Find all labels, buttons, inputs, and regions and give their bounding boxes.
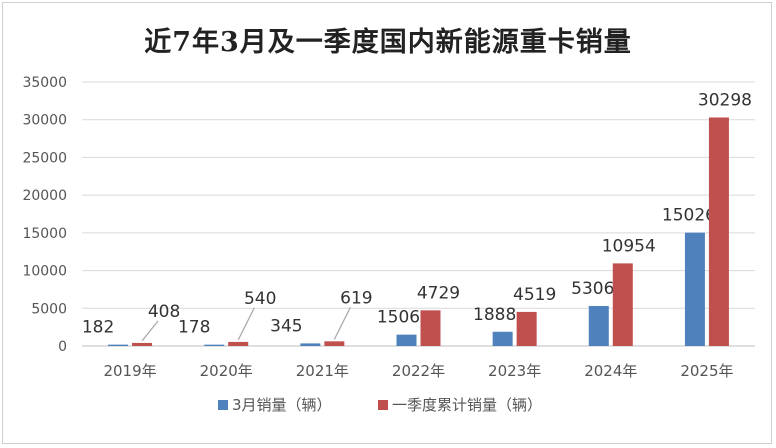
data-label: 1506 bbox=[377, 308, 420, 328]
bar-q1-2019年 bbox=[132, 342, 153, 346]
chart-title: 近7年3月及一季度国内新能源重卡销量 bbox=[144, 27, 632, 58]
data-label: 5306 bbox=[571, 279, 614, 299]
bar-q1-2020年 bbox=[228, 341, 249, 346]
data-label: 10954 bbox=[602, 236, 656, 256]
legend-swatch bbox=[218, 400, 228, 410]
bar-march-2022年 bbox=[396, 334, 417, 346]
bar-march-2023年 bbox=[492, 331, 513, 346]
bar-march-2020年 bbox=[204, 344, 225, 346]
y-tick-label: 5000 bbox=[31, 301, 67, 317]
y-tick-label: 0 bbox=[58, 339, 67, 355]
bar-q1-2025年 bbox=[708, 117, 729, 346]
bar-march-2021年 bbox=[300, 343, 321, 346]
data-label: 4729 bbox=[417, 283, 460, 303]
bar-march-2019年 bbox=[108, 344, 129, 346]
x-tick-label: 2021年 bbox=[296, 362, 349, 380]
data-label: 619 bbox=[340, 288, 372, 308]
data-label: 178 bbox=[178, 318, 210, 338]
bar-march-2024年 bbox=[588, 305, 609, 346]
data-label-leader bbox=[237, 307, 255, 341]
x-tick-label: 2020年 bbox=[200, 362, 253, 380]
bar-march-2025年 bbox=[684, 232, 705, 346]
data-label-leader bbox=[141, 320, 159, 342]
data-label: 182 bbox=[82, 318, 114, 338]
x-tick-label: 2019年 bbox=[103, 362, 156, 380]
y-tick-label: 35000 bbox=[22, 75, 67, 91]
bar-q1-2021年 bbox=[324, 341, 345, 346]
x-tick-label: 2025年 bbox=[680, 362, 733, 380]
y-tick-label: 10000 bbox=[22, 264, 67, 280]
data-label: 4519 bbox=[513, 285, 556, 305]
x-tick-label: 2023年 bbox=[488, 362, 541, 380]
x-tick-label: 2024年 bbox=[584, 362, 637, 380]
data-label: 408 bbox=[148, 302, 180, 322]
y-tick-label: 30000 bbox=[22, 113, 67, 129]
legend-swatch bbox=[378, 400, 388, 410]
legend-entry: 3月销量（辆） bbox=[232, 396, 332, 414]
data-label-leader bbox=[333, 307, 351, 340]
bar-q1-2023年 bbox=[516, 311, 537, 346]
data-label: 15026 bbox=[662, 206, 716, 226]
legend-entry: 一季度累计销量（辆） bbox=[392, 396, 542, 414]
x-tick-label: 2022年 bbox=[392, 362, 445, 380]
bar-q1-2022年 bbox=[420, 310, 441, 346]
y-tick-label: 20000 bbox=[22, 188, 67, 204]
data-label: 30298 bbox=[698, 90, 752, 110]
chart-frame bbox=[2, 2, 772, 444]
data-label: 1888 bbox=[473, 305, 516, 325]
y-tick-label: 15000 bbox=[22, 226, 67, 242]
y-tick-label: 25000 bbox=[22, 150, 67, 166]
data-label: 540 bbox=[244, 289, 276, 309]
bar-q1-2024年 bbox=[612, 263, 633, 346]
data-label: 345 bbox=[270, 316, 302, 336]
